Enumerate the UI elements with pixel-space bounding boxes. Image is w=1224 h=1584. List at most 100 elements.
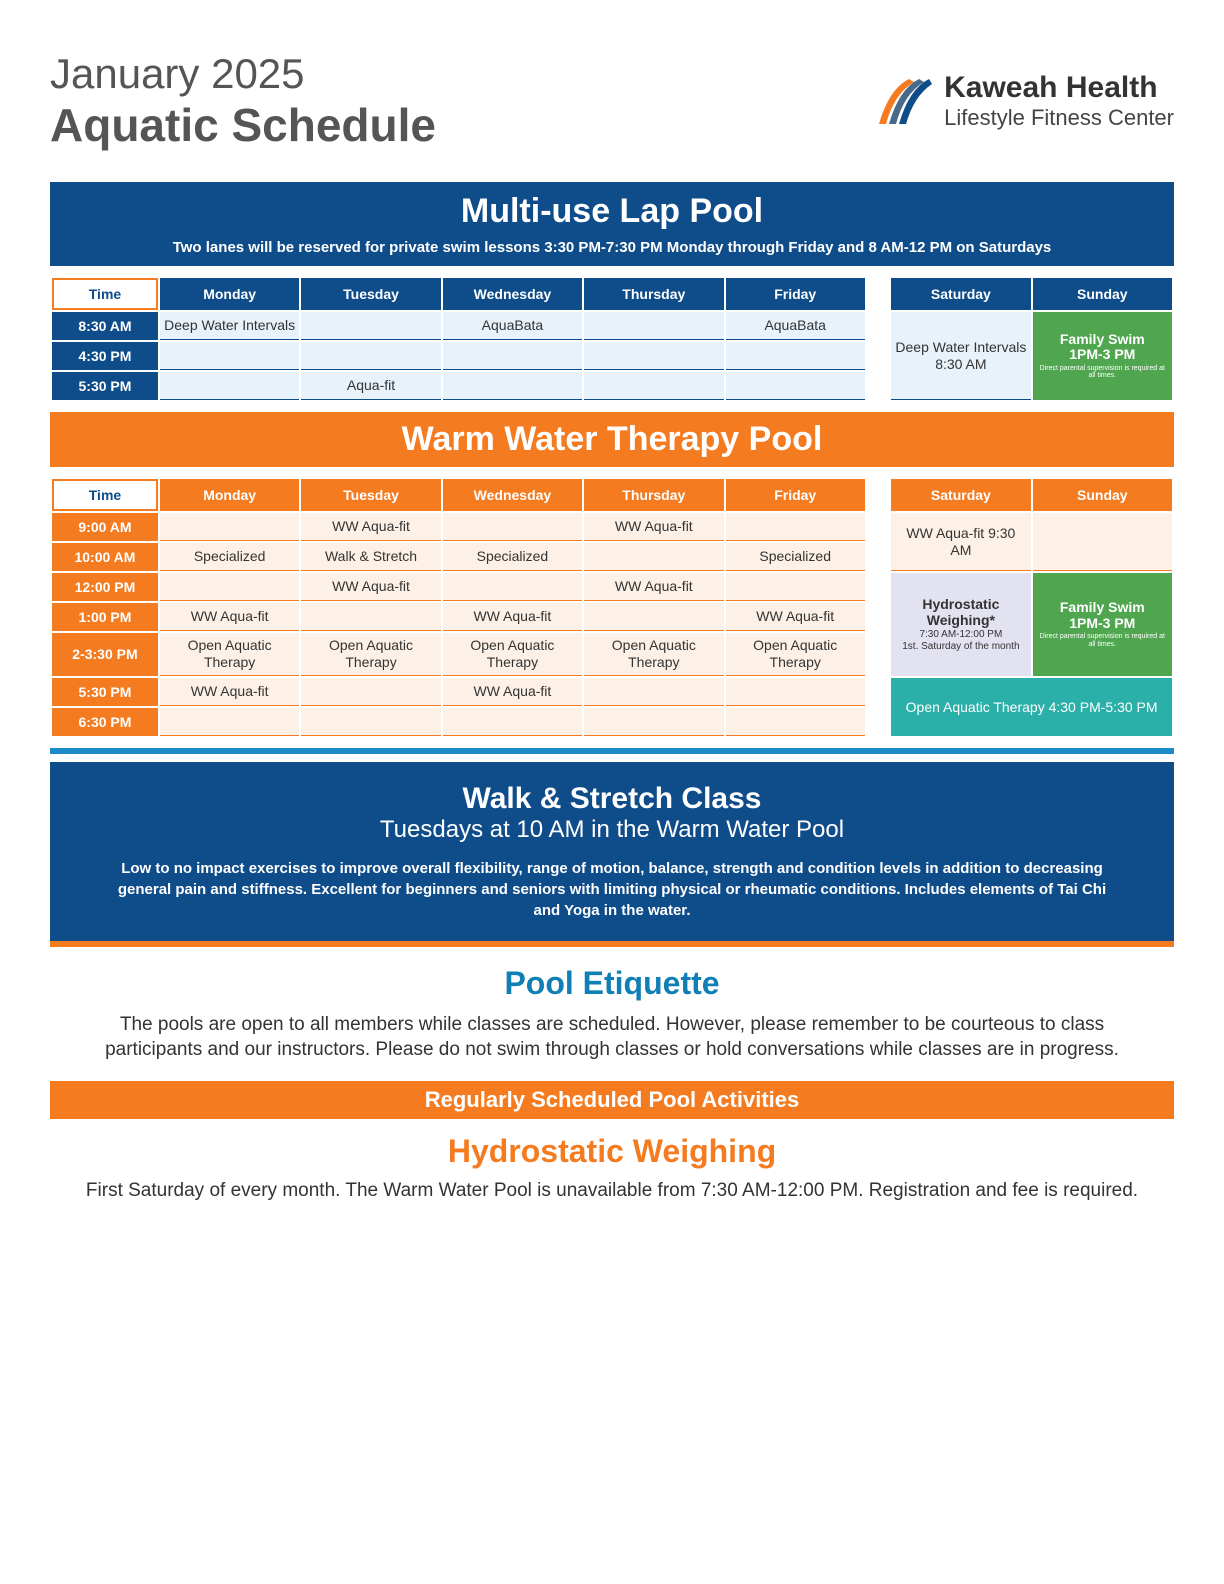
walk-stretch-subtitle: Tuesdays at 10 AM in the Warm Water Pool — [110, 816, 1114, 844]
schedule-cell: WW Aqua-fit — [443, 603, 582, 631]
day-header: Saturday — [891, 479, 1030, 511]
schedule-cell — [443, 372, 582, 400]
weekend-therapy: Open Aquatic Therapy 4:30 PM-5:30 PM — [891, 678, 1172, 736]
schedule-cell: Deep Water Intervals — [160, 312, 299, 340]
schedule-cell — [301, 708, 440, 736]
title-main: Aquatic Schedule — [50, 98, 436, 152]
schedule-cell — [160, 342, 299, 370]
time-header: Time — [52, 278, 158, 310]
schedule-cell — [160, 372, 299, 400]
time-cell: 10:00 AM — [52, 543, 158, 571]
schedule-cell — [726, 708, 865, 736]
schedule-cell — [301, 312, 440, 340]
schedule-cell — [443, 513, 582, 541]
schedule-cell: WW Aqua-fit — [584, 513, 723, 541]
schedule-cell — [584, 708, 723, 736]
time-cell: 6:30 PM — [52, 708, 158, 736]
schedule-cell — [584, 603, 723, 631]
schedule-cell — [726, 513, 865, 541]
lap-pool-table: Time Monday Tuesday Wednesday Thursday F… — [50, 276, 1174, 402]
schedule-cell — [584, 372, 723, 400]
schedule-cell: WW Aqua-fit — [726, 603, 865, 631]
day-header: Monday — [160, 278, 299, 310]
time-cell: 12:00 PM — [52, 573, 158, 601]
logo-name: Kaweah Health — [944, 71, 1174, 105]
day-header: Friday — [726, 278, 865, 310]
schedule-cell: Walk & Stretch — [301, 543, 440, 571]
schedule-cell — [443, 342, 582, 370]
logo-text: Kaweah Health Lifestyle Fitness Center — [944, 71, 1174, 131]
etiquette-body: The pools are open to all members while … — [50, 1012, 1174, 1063]
etiquette-title: Pool Etiquette — [50, 965, 1174, 1002]
hydrostatic-title: Hydrostatic Weighing — [50, 1133, 1174, 1170]
lap-pool-title: Multi-use Lap Pool — [50, 192, 1174, 231]
schedule-cell: AquaBata — [726, 312, 865, 340]
day-header: Tuesday — [301, 278, 440, 310]
day-header: Thursday — [584, 278, 723, 310]
schedule-cell — [726, 342, 865, 370]
schedule-cell — [584, 543, 723, 571]
time-cell: 9:00 AM — [52, 513, 158, 541]
schedule-cell: Open Aquatic Therapy — [584, 633, 723, 676]
time-cell: 5:30 PM — [52, 372, 158, 400]
sat-aquafit: WW Aqua-fit 9:30 AM — [891, 513, 1030, 571]
schedule-cell: Open Aquatic Therapy — [726, 633, 865, 676]
time-cell: 8:30 AM — [52, 312, 158, 340]
day-header: Wednesday — [443, 278, 582, 310]
sunday-family-swim: Family Swim 1PM-3 PM Direct parental sup… — [1033, 573, 1172, 676]
time-header: Time — [52, 479, 158, 511]
hydrostatic-cell: Hydrostatic Weighing* 7:30 AM-12:00 PM 1… — [891, 573, 1030, 676]
title-month: January 2025 — [50, 50, 436, 98]
day-header: Sunday — [1033, 278, 1172, 310]
day-header: Wednesday — [443, 479, 582, 511]
schedule-cell — [301, 603, 440, 631]
divider — [50, 748, 1174, 754]
time-cell: 1:00 PM — [52, 603, 158, 631]
day-header: Tuesday — [301, 479, 440, 511]
schedule-cell — [301, 342, 440, 370]
walk-stretch-title: Walk & Stretch Class — [110, 782, 1114, 816]
therapy-pool-header: Warm Water Therapy Pool — [50, 412, 1174, 467]
sunday-family-swim: Family Swim 1PM-3 PM Direct parental sup… — [1033, 312, 1172, 400]
day-header: Sunday — [1033, 479, 1172, 511]
schedule-cell: Specialized — [160, 543, 299, 571]
schedule-cell: WW Aqua-fit — [584, 573, 723, 601]
schedule-cell — [584, 312, 723, 340]
schedule-cell: WW Aqua-fit — [443, 678, 582, 706]
schedule-cell — [301, 678, 440, 706]
schedule-cell: Specialized — [443, 543, 582, 571]
time-cell: 5:30 PM — [52, 678, 158, 706]
schedule-cell — [726, 678, 865, 706]
schedule-cell: Specialized — [726, 543, 865, 571]
title-block: January 2025 Aquatic Schedule — [50, 50, 436, 152]
hydrostatic-body: First Saturday of every month. The Warm … — [50, 1178, 1174, 1204]
schedule-cell — [584, 678, 723, 706]
schedule-cell: AquaBata — [443, 312, 582, 340]
schedule-cell: Aqua-fit — [301, 372, 440, 400]
saturday-cell: Deep Water Intervals 8:30 AM — [891, 312, 1030, 400]
therapy-pool-table: Time Monday Tuesday Wednesday Thursday F… — [50, 477, 1174, 738]
logo-sub: Lifestyle Fitness Center — [944, 105, 1174, 131]
activities-bar: Regularly Scheduled Pool Activities — [50, 1081, 1174, 1119]
page-header: January 2025 Aquatic Schedule Kaweah Hea… — [50, 50, 1174, 152]
walk-stretch-desc: Low to no impact exercises to improve ov… — [110, 858, 1114, 921]
schedule-cell — [726, 372, 865, 400]
day-header: Monday — [160, 479, 299, 511]
schedule-cell: WW Aqua-fit — [301, 573, 440, 601]
divider — [50, 941, 1174, 947]
schedule-cell: WW Aqua-fit — [160, 678, 299, 706]
lap-pool-header: Multi-use Lap Pool Two lanes will be res… — [50, 182, 1174, 266]
schedule-cell: Open Aquatic Therapy — [301, 633, 440, 676]
walk-stretch-box: Walk & Stretch Class Tuesdays at 10 AM i… — [50, 762, 1174, 941]
schedule-cell — [160, 708, 299, 736]
schedule-cell — [443, 573, 582, 601]
lap-pool-subtitle: Two lanes will be reserved for private s… — [50, 235, 1174, 260]
schedule-cell — [726, 573, 865, 601]
schedule-cell: WW Aqua-fit — [301, 513, 440, 541]
logo-icon — [874, 74, 934, 129]
schedule-cell: WW Aqua-fit — [160, 603, 299, 631]
time-cell: 2-3:30 PM — [52, 633, 158, 676]
logo: Kaweah Health Lifestyle Fitness Center — [874, 71, 1174, 131]
schedule-cell — [160, 513, 299, 541]
schedule-cell — [443, 708, 582, 736]
